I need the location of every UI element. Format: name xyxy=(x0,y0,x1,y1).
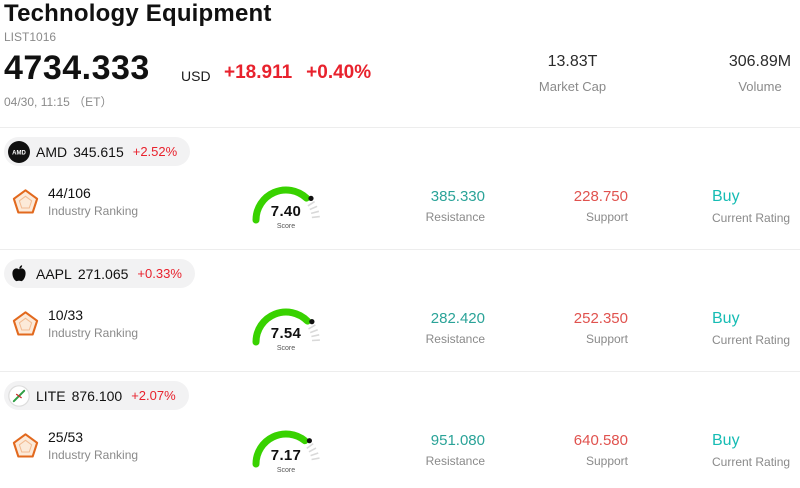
market-cap-stat: 13.83T Market Cap xyxy=(510,53,635,94)
stock-row: AAPL 271.065 +0.33% 10/33 Industry Ranki… xyxy=(0,249,800,371)
score-gauge: 7.40 Score xyxy=(243,182,329,234)
market-cap-value: 13.83T xyxy=(547,53,598,70)
rating-column: Buy Current Rating xyxy=(712,432,800,469)
score-label: Score xyxy=(276,345,296,352)
rating-value: Buy xyxy=(712,188,740,205)
ranking-value: 44/106 xyxy=(48,185,91,201)
market-cap-label: Market Cap xyxy=(538,79,607,94)
resistance-value: 951.080 xyxy=(430,432,485,449)
quote-datetime: 04/30, 11:15 （ET） xyxy=(4,95,113,109)
score-gauge-arc xyxy=(252,186,320,224)
support-value: 228.750 xyxy=(573,188,628,205)
stock-change-percent: +2.07% xyxy=(131,388,176,403)
stock-price: 271.065 xyxy=(77,265,129,282)
ranking-value: 25/53 xyxy=(48,429,84,445)
list-id: LIST1016 xyxy=(4,30,57,44)
volume-label: Volume xyxy=(738,79,782,94)
score-value: 7.17 xyxy=(270,447,302,464)
score-label: Score xyxy=(276,223,296,230)
header: Technology Equipment LIST1016 4734.333 U… xyxy=(0,0,800,127)
radar-pentagon-icon xyxy=(12,310,39,337)
stock-pill[interactable]: LITE 876.100 +2.07% xyxy=(4,381,189,410)
index-price: 4734.333 xyxy=(4,49,150,87)
support-column: 252.350 Support xyxy=(508,310,628,346)
stock-price: 345.615 xyxy=(73,143,124,160)
resistance-label: Resistance xyxy=(425,210,485,224)
stock-row: LITE 876.100 +2.07% 25/53 Industry Ranki… xyxy=(0,371,800,488)
resistance-value: 385.330 xyxy=(430,188,485,205)
ranking-value: 10/33 xyxy=(48,307,84,323)
resistance-column: 951.080 Resistance xyxy=(365,432,485,468)
rating-label: Current Rating xyxy=(712,211,791,225)
radar-pentagon-icon xyxy=(12,432,39,459)
support-column: 640.580 Support xyxy=(508,432,628,468)
stock-ticker: LITE xyxy=(36,387,66,404)
currency-label: USD xyxy=(181,68,211,84)
support-value: 640.580 xyxy=(573,432,628,449)
resistance-column: 385.330 Resistance xyxy=(365,188,485,224)
score-gauge-arc xyxy=(252,430,320,468)
resistance-value: 282.420 xyxy=(430,310,485,327)
stocks-list: AMD AMD 345.615 +2.52% 44/106 Industry R… xyxy=(0,127,800,488)
support-column: 228.750 Support xyxy=(508,188,628,224)
resistance-label: Resistance xyxy=(425,454,485,468)
rating-label: Current Rating xyxy=(712,455,791,469)
support-label: Support xyxy=(585,454,628,468)
volume-stat: 306.89M Volume xyxy=(712,53,800,94)
score-gauge: 7.17 Score xyxy=(243,426,329,478)
resistance-column: 282.420 Resistance xyxy=(365,310,485,346)
support-label: Support xyxy=(585,210,628,224)
stock-pill[interactable]: AMD AMD 345.615 +2.52% xyxy=(4,137,191,166)
score-label: Score xyxy=(276,467,296,474)
rating-column: Buy Current Rating xyxy=(712,310,800,347)
amd-logo: AMD xyxy=(8,140,30,163)
radar-pentagon-icon xyxy=(12,188,39,215)
rating-label: Current Rating xyxy=(712,333,791,347)
stock-price: 876.100 xyxy=(71,387,123,404)
ranking-label: Industry Ranking xyxy=(48,326,139,340)
rating-value: Buy xyxy=(712,432,740,449)
stock-ticker: AAPL xyxy=(36,265,72,282)
stock-pill[interactable]: AAPL 271.065 +0.33% xyxy=(4,259,195,288)
stock-change-percent: +0.33% xyxy=(137,266,182,281)
score-gauge: 7.54 Score xyxy=(243,304,329,356)
industry-ranking: 25/53 Industry Ranking xyxy=(12,429,138,462)
stock-change-percent: +2.52% xyxy=(132,144,178,159)
score-value: 7.54 xyxy=(270,325,302,342)
stock-row: AMD AMD 345.615 +2.52% 44/106 Industry R… xyxy=(0,127,800,249)
ranking-label: Industry Ranking xyxy=(48,204,139,218)
industry-ranking: 44/106 Industry Ranking xyxy=(12,185,138,218)
support-label: Support xyxy=(585,332,628,346)
score-value: 7.40 xyxy=(270,203,302,220)
resistance-label: Resistance xyxy=(425,332,485,346)
svg-text:AMD: AMD xyxy=(12,150,26,156)
index-change: +18.911 xyxy=(224,62,293,83)
index-change-wrap: +18.911 +0.40% xyxy=(224,62,371,84)
apple-logo xyxy=(8,263,30,285)
score-gauge-arc xyxy=(252,308,320,346)
volume-value: 306.89M xyxy=(728,53,792,70)
stock-ticker: AMD xyxy=(36,143,68,160)
industry-ranking: 10/33 Industry Ranking xyxy=(12,307,138,340)
index-change-percent: +0.40% xyxy=(306,62,372,83)
rating-column: Buy Current Rating xyxy=(712,188,800,225)
support-value: 252.350 xyxy=(573,310,628,327)
lite-logo xyxy=(8,384,30,407)
page-title: Technology Equipment xyxy=(4,0,272,27)
ranking-label: Industry Ranking xyxy=(48,448,139,462)
rating-value: Buy xyxy=(712,310,740,327)
